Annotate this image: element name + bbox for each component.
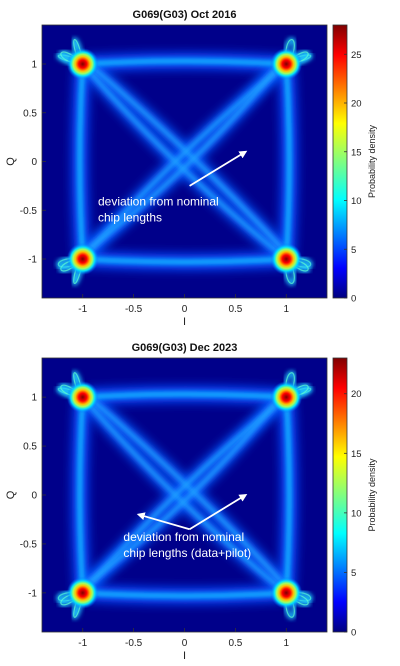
colorbar: [332, 357, 348, 633]
x-tick-label-3: 0: [182, 638, 188, 649]
peak-2: [270, 381, 303, 414]
annotation-arrow-2: [189, 493, 248, 531]
x-axis-label: I: [183, 650, 186, 662]
colorbar-tick-label-3: 10: [351, 508, 362, 519]
peak-3: [66, 243, 99, 275]
peak-1: [66, 48, 99, 80]
annotation-arrow-1: [136, 512, 190, 531]
x-tick-label-2: -0.5: [125, 638, 143, 649]
colorbar-tick-label-5: 20: [351, 389, 362, 400]
diagonal-transition-2: [87, 395, 288, 589]
y-tick-label-5: -1: [28, 588, 37, 599]
density-map: [56, 370, 313, 620]
annotation-arrow-1: [189, 150, 248, 187]
diagonal-transition-1: [81, 62, 288, 261]
y-tick-label-1: 1: [31, 393, 37, 404]
annotation-text-line-1: deviation from nominal: [98, 194, 219, 208]
chart-2: -1 -0.5 0 0.5 1 1 0.5 0 -0.5 -1 I Q G069(G03) Dec 20…: [5, 342, 377, 662]
peak-3: [66, 576, 99, 609]
annotation-text-line-1: deviation from nominal: [123, 530, 244, 544]
x-tick-label-4: 0.5: [228, 304, 242, 315]
y-tick-label-2: 0.5: [23, 108, 37, 119]
peak-4: [270, 576, 303, 609]
annotation-text-line-2: chip lengths (data+pilot): [123, 546, 251, 560]
x-axis-label: I: [183, 316, 186, 328]
x-tick-label-4: 0.5: [228, 638, 242, 649]
colorbar-label: Probability density: [367, 458, 377, 532]
colorbar: [332, 24, 348, 299]
peak-4: [270, 243, 303, 275]
colorbar-tick-label-4: 15: [351, 147, 362, 158]
x-tick-label-5: 1: [284, 638, 290, 649]
colorbar-label: Probability density: [367, 124, 377, 198]
chart-title: G069(G03) Oct 2016: [133, 9, 237, 21]
y-tick-label-3: 0: [31, 491, 37, 502]
y-tick-label-3: 0: [31, 157, 37, 168]
y-tick-label-5: -1: [28, 255, 37, 266]
y-tick-label-4: -0.5: [20, 539, 38, 550]
y-axis-label: Q: [5, 157, 17, 166]
colorbar-tick-label-2: 5: [351, 245, 356, 256]
colorbar-tick-label-4: 15: [351, 449, 362, 460]
x-tick-label-1: -1: [78, 304, 87, 315]
peak-1: [66, 381, 99, 414]
x-tick-label-5: 1: [284, 304, 290, 315]
density-map: [56, 37, 313, 286]
colorbar-tick-label-2: 5: [351, 568, 356, 579]
colorbar-tick-label-5: 20: [351, 99, 362, 110]
colorbar-tick-label-1: 0: [351, 294, 356, 305]
diagonal-transition-4: [81, 62, 282, 255]
y-tick-label-4: -0.5: [20, 206, 38, 217]
diagonal-transition-4: [81, 395, 282, 589]
colorbar-tick-label-6: 25: [351, 50, 362, 61]
diagonal-transition-1: [81, 395, 288, 595]
colorbar-tick-label-1: 0: [351, 628, 356, 639]
peak-2: [270, 48, 303, 80]
diagonal-transition-2: [87, 62, 288, 255]
y-tick-label-2: 0.5: [23, 442, 37, 453]
y-tick-label-1: 1: [31, 60, 37, 71]
annotation-text-line-2: chip lengths: [98, 210, 162, 224]
y-axis-label: Q: [5, 490, 17, 499]
chart-1: -1 -0.5 0 0.5 1 1 0.5 0 -0.5 -1 I Q G069(G03) Oct 20…: [5, 9, 377, 328]
colorbar-tick-label-3: 10: [351, 196, 362, 207]
x-tick-label-1: -1: [78, 638, 87, 649]
x-tick-label-3: 0: [182, 304, 188, 315]
x-tick-label-2: -0.5: [125, 304, 143, 315]
chart-title: G069(G03) Dec 2023: [132, 342, 238, 354]
